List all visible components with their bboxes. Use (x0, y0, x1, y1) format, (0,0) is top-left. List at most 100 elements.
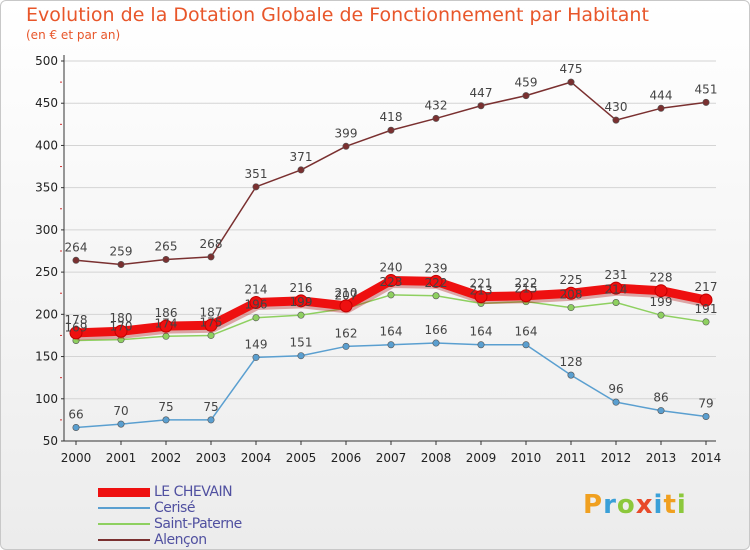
data-point (162, 416, 170, 424)
data-point (162, 332, 170, 340)
chart-subtitle: (en € et par an) (26, 28, 121, 42)
data-point (657, 311, 665, 319)
legend-item: Alençon (98, 532, 242, 548)
data-point (252, 353, 260, 361)
y-tick-label: 300 (35, 223, 58, 237)
data-point (117, 420, 125, 428)
data-point (612, 398, 620, 406)
legend-item: LE CHEVAIN (98, 484, 242, 500)
data-label: 210 (335, 286, 358, 300)
x-tick-label: 2012 (601, 451, 632, 465)
logo-letter: o (616, 490, 636, 520)
x-tick-label: 2005 (286, 451, 317, 465)
logo-letter: P (583, 490, 604, 520)
data-point (297, 311, 305, 319)
series-lines (69, 78, 713, 431)
data-point (657, 104, 665, 112)
data-point (72, 256, 80, 264)
data-label: 223 (380, 275, 403, 289)
data-label: 447 (470, 86, 493, 100)
data-label: 208 (560, 288, 583, 302)
data-label: 216 (290, 281, 313, 295)
data-point (207, 253, 215, 261)
data-label: 187 (200, 305, 223, 319)
data-point (432, 339, 440, 347)
logo-letter: i (653, 490, 664, 520)
data-label: 430 (605, 100, 628, 114)
legend-swatch (98, 507, 150, 509)
data-point (702, 98, 710, 106)
data-label: 399 (335, 126, 358, 140)
y-tick-label: 100 (35, 392, 58, 406)
data-label: 199 (290, 295, 313, 309)
logo-letter: i (676, 490, 687, 520)
data-point (297, 166, 305, 174)
data-point (207, 331, 215, 339)
legend-swatch (98, 539, 150, 541)
y-tick-label: 200 (35, 307, 58, 321)
x-tick-label: 2009 (466, 451, 497, 465)
data-point (252, 314, 260, 322)
x-tick-label: 2013 (646, 451, 677, 465)
data-point (114, 324, 128, 338)
data-label: 96 (608, 382, 623, 396)
data-label: 191 (695, 302, 718, 316)
data-point (432, 292, 440, 300)
data-point (474, 290, 488, 304)
legend-swatch (98, 487, 150, 497)
data-label: 418 (380, 110, 403, 124)
data-point (702, 318, 710, 326)
data-label: 70 (113, 404, 128, 418)
data-label: 178 (65, 313, 88, 327)
y-tick-label: 250 (35, 265, 58, 279)
x-tick-label: 2008 (421, 451, 452, 465)
data-label: 475 (560, 62, 583, 76)
data-point (612, 299, 620, 307)
data-label: 225 (560, 273, 583, 287)
data-label: 151 (290, 336, 313, 350)
data-label: 86 (653, 391, 668, 405)
data-label: 149 (245, 337, 268, 351)
data-label: 222 (515, 276, 538, 290)
data-point (609, 281, 623, 295)
x-tick-label: 2011 (556, 451, 587, 465)
data-point (249, 296, 263, 310)
data-label: 180 (110, 311, 133, 325)
data-label: 444 (650, 88, 673, 102)
data-point (429, 274, 443, 288)
y-tick-label: 50 (43, 434, 58, 448)
data-point (342, 142, 350, 150)
y-tick-label: 400 (35, 138, 58, 152)
data-label: 186 (155, 306, 178, 320)
data-point (567, 304, 575, 312)
data-point (252, 183, 260, 191)
data-label: 222 (425, 276, 448, 290)
data-label: 459 (515, 76, 538, 90)
data-point (384, 274, 398, 288)
data-point (654, 284, 668, 298)
data-point (204, 318, 218, 332)
data-label: 351 (245, 167, 268, 181)
data-point (522, 341, 530, 349)
data-point (702, 413, 710, 421)
data-label: 75 (203, 400, 218, 414)
data-point (117, 261, 125, 269)
data-label: 231 (605, 268, 628, 282)
data-point (294, 294, 308, 308)
data-label: 264 (65, 240, 88, 254)
legend-label: Alençon (154, 532, 207, 548)
x-tick-label: 2002 (151, 451, 182, 465)
data-label: 214 (605, 283, 628, 297)
data-label: 432 (425, 98, 448, 112)
data-point (162, 255, 170, 263)
logo-letter: x (635, 490, 654, 520)
x-tick-label: 2006 (331, 451, 362, 465)
data-label: 451 (695, 82, 718, 96)
data-label: 268 (200, 237, 223, 251)
data-label: 239 (425, 261, 448, 275)
data-labels: 264 259 265 268 351 371 399 418 432 447 459 475 430 4… (65, 62, 718, 421)
data-point (477, 102, 485, 110)
data-point (612, 116, 620, 124)
legend-swatch (98, 523, 150, 525)
data-label: 166 (425, 323, 448, 337)
